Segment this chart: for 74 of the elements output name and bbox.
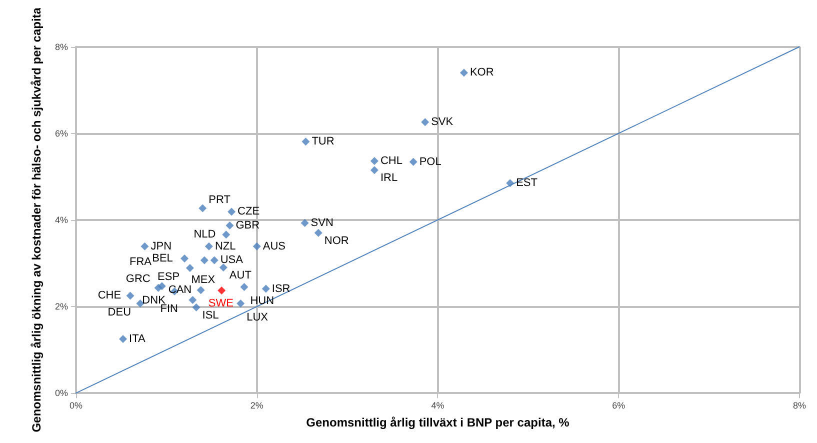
annotation: ITA — [129, 332, 146, 345]
y-tick-label: 2% — [54, 302, 68, 312]
annotation: AUT — [229, 270, 252, 282]
point — [370, 157, 378, 166]
annotation: BEL — [152, 252, 173, 264]
point — [192, 303, 200, 312]
annotation: SWE — [208, 297, 234, 310]
point — [196, 286, 205, 294]
point — [126, 292, 134, 300]
annotation: GRC — [126, 272, 150, 285]
point — [240, 283, 248, 292]
point — [200, 256, 208, 264]
point — [210, 256, 218, 264]
annotation: NOR — [324, 234, 349, 247]
point — [180, 254, 189, 262]
y-tick-label: 6% — [54, 128, 68, 138]
point — [252, 242, 261, 250]
point — [140, 242, 149, 250]
y-tick-label: 0% — [54, 388, 68, 398]
annotation: POL — [419, 156, 442, 168]
annotation: EST — [516, 177, 538, 190]
point — [226, 222, 234, 230]
annotation: CHE — [98, 290, 122, 302]
annotation: KOR — [470, 66, 494, 79]
point — [186, 264, 194, 272]
point — [204, 242, 213, 250]
x-tick-label: 0% — [69, 400, 83, 411]
point — [222, 230, 230, 239]
annotation: GBR — [236, 220, 260, 232]
point — [158, 282, 166, 290]
point — [218, 286, 226, 294]
y-tick-label: 8% — [54, 42, 68, 52]
point — [314, 228, 322, 237]
x-tick-label: 6% — [612, 400, 626, 411]
x-tick-label: 4% — [431, 400, 444, 411]
annotation: CZE — [238, 206, 260, 218]
annotation: CHL — [380, 155, 402, 168]
annotation: DEU — [108, 306, 132, 318]
annotation: IRL — [380, 172, 398, 184]
annotation: SVN — [310, 216, 334, 229]
point — [262, 284, 270, 293]
annotation: NZL — [214, 240, 236, 252]
point — [460, 68, 468, 77]
point — [236, 299, 245, 308]
point — [409, 158, 418, 166]
x-tick-label: 2% — [250, 400, 264, 411]
annotation: LUX — [246, 311, 269, 324]
point — [119, 334, 128, 343]
point — [421, 118, 430, 126]
annotation: JPN — [150, 240, 172, 252]
point — [506, 179, 514, 188]
annotation: PRT — [208, 194, 231, 206]
point — [228, 208, 236, 216]
point — [136, 299, 144, 308]
annotation: NLD — [194, 228, 216, 241]
annotation: ISL — [202, 309, 219, 322]
annotation: MEX — [191, 274, 216, 286]
x-axis-title: Genomsnittlig årlig tillväxt i BNP per capita, % — [306, 416, 570, 430]
point — [198, 204, 207, 212]
annotation: FRA — [130, 256, 152, 268]
annotation: TUR — [312, 136, 334, 148]
point — [219, 264, 228, 272]
annotation: ESP — [158, 270, 180, 283]
annotation: AUS — [262, 240, 286, 252]
annotation: USA — [220, 254, 244, 266]
annotation: FIN — [160, 303, 178, 316]
point — [188, 296, 197, 304]
y-tick-label: 4% — [54, 214, 68, 225]
annotation: SVK — [431, 116, 454, 128]
point — [302, 138, 310, 146]
point — [370, 166, 378, 174]
point — [300, 218, 309, 227]
annotation: ISR — [272, 282, 290, 295]
x-tick-label: 8% — [792, 400, 806, 411]
